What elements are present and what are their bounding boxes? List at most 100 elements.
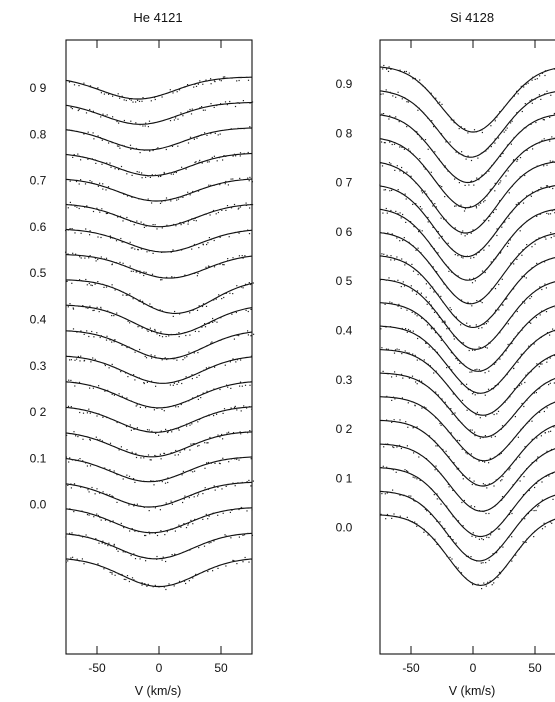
observed-point — [79, 360, 81, 362]
observed-point — [507, 170, 509, 172]
observed-point — [517, 479, 519, 481]
observed-point — [193, 219, 195, 221]
observed-point — [119, 261, 121, 263]
observed-point — [439, 422, 441, 425]
observed-point — [478, 179, 480, 181]
observed-point — [194, 83, 196, 85]
observed-point — [414, 313, 416, 315]
observed-point — [544, 70, 546, 72]
observed-point — [463, 499, 465, 502]
observed-point — [78, 381, 81, 383]
observed-point — [465, 577, 467, 579]
observed-point — [165, 588, 167, 591]
observed-point — [386, 466, 388, 468]
observed-point — [172, 173, 174, 175]
observed-point — [434, 203, 436, 205]
observed-point — [120, 371, 122, 373]
observed-point — [549, 160, 551, 162]
observed-point — [461, 399, 464, 401]
observed-point — [134, 379, 136, 381]
observed-point — [444, 320, 446, 322]
observed-point — [187, 524, 189, 526]
observed-point — [511, 536, 513, 538]
observed-point — [481, 131, 483, 134]
observed-point — [164, 482, 167, 484]
observed-point — [468, 184, 470, 186]
observed-point — [386, 419, 388, 421]
observed-point — [176, 199, 178, 201]
observed-point — [125, 425, 128, 428]
observed-point — [113, 543, 115, 545]
observed-point — [107, 310, 109, 312]
observed-point — [526, 149, 528, 151]
observed-point — [224, 364, 226, 366]
observed-point — [67, 560, 69, 562]
observed-point — [488, 483, 490, 485]
observed-point — [159, 309, 161, 311]
observed-point — [425, 458, 428, 460]
observed-point — [399, 259, 401, 261]
observed-point — [453, 462, 455, 464]
observed-point — [480, 370, 482, 372]
observed-point — [526, 195, 528, 197]
observed-point — [141, 100, 143, 102]
observed-point — [143, 303, 145, 305]
observed-point — [101, 440, 103, 442]
observed-point — [163, 171, 165, 174]
observed-point — [387, 232, 389, 234]
observed-point — [413, 499, 415, 502]
observed-point — [88, 408, 90, 410]
observed-point — [500, 155, 502, 157]
observed-point — [178, 381, 180, 383]
observed-point — [89, 412, 91, 414]
observed-point — [77, 459, 79, 461]
observed-point — [144, 534, 146, 537]
observed-point — [454, 227, 456, 229]
observed-point — [478, 251, 480, 253]
observed-point — [423, 506, 425, 508]
observed-point — [470, 159, 473, 162]
observed-point — [504, 471, 506, 473]
observed-point — [71, 532, 73, 534]
observed-point — [480, 300, 482, 302]
observed-point — [154, 507, 156, 509]
observed-point — [238, 207, 240, 209]
observed-point — [178, 524, 180, 526]
observed-point — [118, 449, 120, 451]
observed-point — [72, 252, 74, 254]
observed-point — [192, 190, 194, 193]
observed-point — [475, 207, 478, 209]
observed-point — [470, 180, 473, 182]
observed-point — [513, 367, 515, 370]
observed-point — [237, 208, 239, 210]
observed-point — [502, 377, 505, 379]
observed-point — [138, 325, 140, 327]
observed-point — [194, 518, 196, 520]
observed-point — [506, 245, 509, 247]
observed-point — [385, 326, 387, 328]
observed-point — [406, 470, 408, 472]
observed-point — [431, 200, 433, 202]
observed-point — [410, 285, 412, 287]
observed-point — [524, 518, 526, 520]
observed-point — [454, 178, 456, 180]
observed-point — [236, 285, 238, 287]
observed-point — [497, 528, 500, 530]
observed-point — [500, 251, 502, 253]
observed-point — [541, 499, 543, 501]
observed-point — [116, 368, 118, 370]
observed-point — [185, 334, 187, 337]
observed-point — [232, 178, 234, 180]
observed-point — [455, 566, 457, 568]
observed-point — [460, 324, 462, 326]
observed-point — [156, 555, 158, 558]
observed-point — [390, 259, 392, 261]
observed-point — [529, 321, 531, 323]
observed-point — [123, 217, 125, 220]
observed-point — [391, 421, 393, 423]
observed-point — [106, 162, 108, 164]
observed-point — [78, 108, 80, 111]
observed-point — [480, 202, 482, 204]
observed-point — [496, 413, 498, 415]
observed-point — [213, 266, 216, 268]
